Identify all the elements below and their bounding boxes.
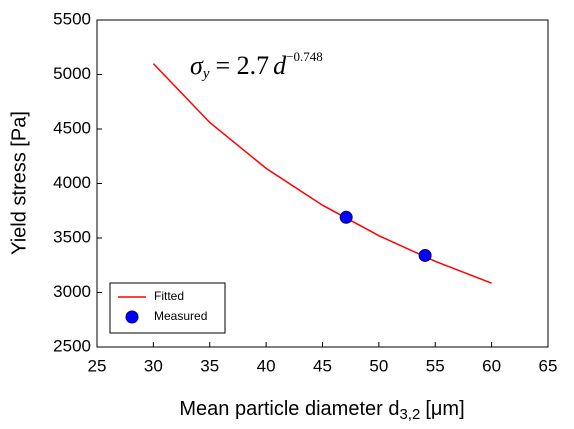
x-tick-label: 55 xyxy=(426,356,445,375)
y-tick-label: 2500 xyxy=(53,336,91,355)
legend-swatch xyxy=(125,310,139,324)
x-tick-label: 60 xyxy=(482,356,501,375)
fitted-line xyxy=(152,63,492,284)
data-point xyxy=(418,248,432,262)
x-tick-label: 35 xyxy=(200,356,219,375)
x-tick-label: 30 xyxy=(144,356,163,375)
x-tick-label: 25 xyxy=(88,356,107,375)
y-tick-label: 3500 xyxy=(53,227,91,246)
y-tick-label: 5500 xyxy=(53,9,91,28)
y-tick-label: 4000 xyxy=(53,173,91,192)
x-tick-label: 40 xyxy=(257,356,276,375)
x-tick-label: 45 xyxy=(313,356,332,375)
y-axis-label: Yield stress [Pa] xyxy=(8,111,30,255)
y-tick-label: 5000 xyxy=(53,64,91,83)
data-point xyxy=(339,210,353,224)
x-tick-label: 65 xyxy=(539,356,558,375)
y-tick-label: 4500 xyxy=(53,118,91,137)
x-axis-label: Mean particle diameter d3,2 [μm] xyxy=(179,398,464,423)
legend-label: Fitted xyxy=(154,289,184,303)
legend-label: Measured xyxy=(154,309,207,323)
x-tick-label: 50 xyxy=(369,356,388,375)
equation: σy = 2.7 d−0.748 xyxy=(190,49,323,82)
y-tick-label: 3000 xyxy=(53,282,91,301)
legend-box xyxy=(109,282,226,334)
